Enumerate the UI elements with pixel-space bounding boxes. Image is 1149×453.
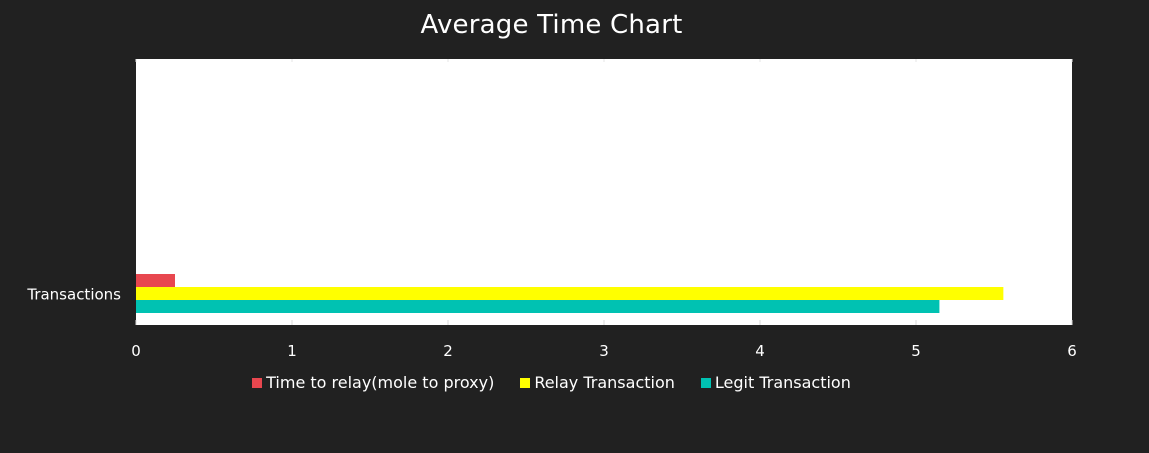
legend-item: Legit Transaction <box>700 373 851 392</box>
category-labels: Transactions <box>26 286 121 304</box>
chart-title: Average Time Chart <box>420 10 683 40</box>
legend-swatch <box>700 377 711 388</box>
plot-area <box>136 59 1072 325</box>
legend-label: Relay Transaction <box>534 373 675 392</box>
legend-label: Legit Transaction <box>714 373 851 392</box>
legend-item: Time to relay(mole to proxy) <box>252 373 494 392</box>
legend-label: Time to relay(mole to proxy) <box>266 373 495 392</box>
bar-0 <box>136 274 175 287</box>
x-axis-ticks: 0 1 2 3 4 5 6 <box>131 59 1077 360</box>
x-tick-label: 5 <box>911 342 921 360</box>
x-tick-label: 4 <box>755 342 765 360</box>
legend: Time to relay(mole to proxy) Relay Transa… <box>0 373 1103 392</box>
bar-2 <box>136 300 940 313</box>
bar-1 <box>136 287 1004 300</box>
x-tick-label: 6 <box>1067 342 1077 360</box>
x-tick-label: 0 <box>131 342 141 360</box>
category-label: Transactions <box>26 286 121 304</box>
bars-group <box>136 274 1004 313</box>
legend-swatch <box>252 377 263 388</box>
legend-item: Relay Transaction <box>520 373 675 392</box>
x-tick-label: 1 <box>287 342 297 360</box>
x-tick-label: 2 <box>443 342 453 360</box>
legend-swatch <box>520 377 531 388</box>
x-tick-label: 3 <box>599 342 609 360</box>
